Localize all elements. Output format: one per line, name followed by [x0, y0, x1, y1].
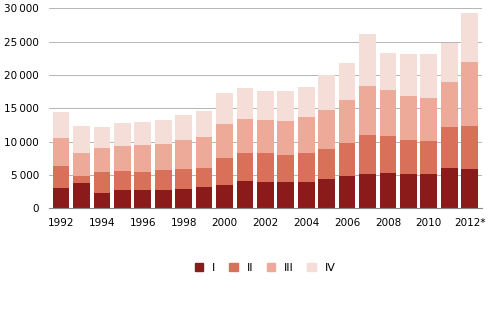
Bar: [339, 143, 355, 176]
Bar: [400, 54, 417, 95]
Bar: [195, 187, 213, 208]
Bar: [359, 34, 376, 86]
Bar: [257, 91, 273, 119]
Bar: [155, 120, 171, 144]
Bar: [175, 115, 192, 140]
Bar: [237, 153, 253, 181]
Bar: [237, 181, 253, 208]
Bar: [400, 95, 417, 140]
Bar: [216, 158, 233, 185]
Bar: [93, 148, 110, 172]
Bar: [135, 121, 151, 145]
Bar: [359, 174, 376, 208]
Bar: [135, 190, 151, 208]
Bar: [400, 140, 417, 174]
Bar: [73, 183, 90, 208]
Bar: [420, 141, 437, 174]
Bar: [461, 169, 478, 208]
Bar: [53, 112, 69, 137]
Bar: [73, 126, 90, 153]
Bar: [216, 93, 233, 124]
Bar: [420, 98, 437, 141]
Bar: [298, 117, 315, 153]
Bar: [359, 135, 376, 174]
Bar: [114, 146, 131, 171]
Bar: [318, 75, 335, 110]
Bar: [318, 110, 335, 149]
Bar: [195, 168, 213, 187]
Bar: [93, 172, 110, 193]
Bar: [175, 189, 192, 208]
Bar: [277, 121, 294, 155]
Bar: [298, 87, 315, 117]
Bar: [114, 171, 131, 190]
Bar: [441, 82, 458, 127]
Bar: [155, 170, 171, 190]
Bar: [53, 166, 69, 188]
Bar: [114, 190, 131, 208]
Bar: [257, 181, 273, 208]
Bar: [441, 43, 458, 82]
Bar: [380, 90, 396, 136]
Bar: [339, 63, 355, 100]
Bar: [175, 140, 192, 169]
Bar: [441, 127, 458, 168]
Bar: [420, 174, 437, 208]
Bar: [420, 54, 437, 98]
Bar: [93, 127, 110, 148]
Bar: [135, 172, 151, 190]
Legend: I, II, III, IV: I, II, III, IV: [194, 262, 336, 273]
Bar: [277, 91, 294, 121]
Bar: [155, 190, 171, 208]
Bar: [53, 137, 69, 166]
Bar: [277, 155, 294, 181]
Bar: [73, 176, 90, 183]
Bar: [237, 119, 253, 153]
Bar: [359, 86, 376, 135]
Bar: [461, 13, 478, 62]
Bar: [380, 136, 396, 173]
Bar: [441, 168, 458, 208]
Bar: [175, 169, 192, 189]
Bar: [400, 174, 417, 208]
Bar: [461, 62, 478, 126]
Bar: [237, 88, 253, 119]
Bar: [73, 153, 90, 176]
Bar: [53, 188, 69, 208]
Bar: [114, 123, 131, 146]
Bar: [216, 185, 233, 208]
Bar: [461, 126, 478, 169]
Bar: [277, 181, 294, 208]
Bar: [257, 153, 273, 181]
Bar: [339, 100, 355, 143]
Bar: [135, 145, 151, 172]
Bar: [155, 144, 171, 170]
Bar: [195, 111, 213, 137]
Bar: [318, 149, 335, 179]
Bar: [380, 53, 396, 90]
Bar: [216, 124, 233, 158]
Bar: [298, 181, 315, 208]
Bar: [93, 193, 110, 208]
Bar: [298, 153, 315, 181]
Bar: [380, 173, 396, 208]
Bar: [257, 119, 273, 153]
Bar: [195, 137, 213, 168]
Bar: [318, 179, 335, 208]
Bar: [339, 176, 355, 208]
